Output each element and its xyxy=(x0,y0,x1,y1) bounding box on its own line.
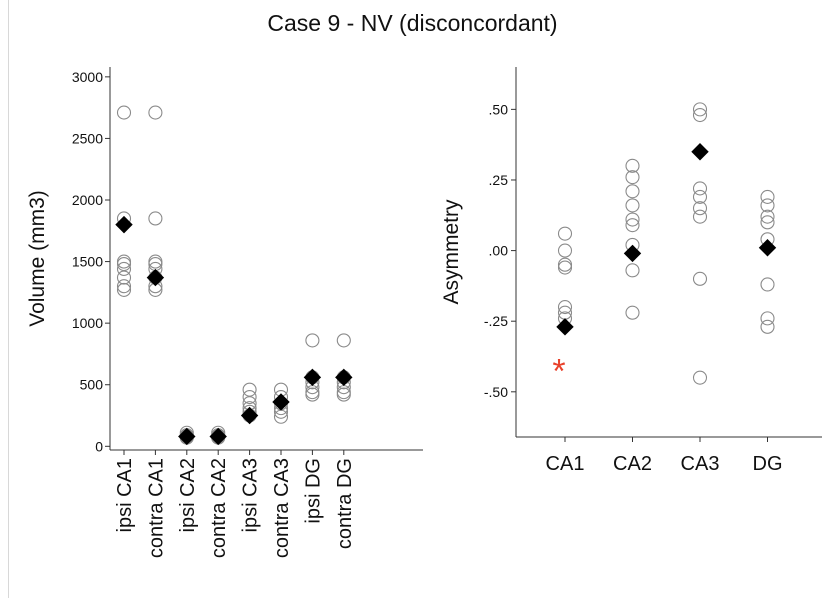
y-tick-label: .50 xyxy=(489,101,509,117)
data-point-circle xyxy=(692,201,708,216)
chart-1: 0 500 1000 1500 2000 2500 3000 Volume (mm3) ipsi… xyxy=(26,67,423,558)
x-category-label: DG xyxy=(753,453,783,475)
x-category-label: contra CA1 xyxy=(145,458,167,558)
x-category-label: ipsi CA2 xyxy=(177,458,199,532)
data-point-diamond xyxy=(178,427,196,446)
y-tick-label: 1000 xyxy=(72,315,103,331)
y-tick-label: 2000 xyxy=(72,192,103,208)
data-point-circle xyxy=(242,382,257,397)
y-tick-label: -.50 xyxy=(484,384,508,400)
x-category-label: ipsi CA3 xyxy=(240,458,262,532)
data-point-diamond xyxy=(335,368,353,387)
x-category-label: ipsi CA1 xyxy=(114,458,136,532)
data-point-circle xyxy=(692,107,708,123)
data-point-circle xyxy=(116,282,132,297)
data-point-circle xyxy=(336,333,351,348)
data-point-circle xyxy=(692,271,708,286)
data-point-circle xyxy=(760,209,775,224)
data-point-circle xyxy=(625,184,640,199)
x-category-label: contra CA3 xyxy=(271,458,293,558)
data-point-circle xyxy=(148,105,163,120)
data-point-circle xyxy=(692,370,708,385)
data-point-circle xyxy=(557,243,573,258)
data-point-circle xyxy=(625,263,640,278)
data-point-circle xyxy=(760,215,775,230)
data-point-circle xyxy=(625,158,640,173)
chart-2: -.50 -.25 .00 .25 .50 Asymmetry CA1 CA2 CA3 DG * xyxy=(440,67,822,475)
y-tick-label: .00 xyxy=(489,243,509,259)
figure-frame xyxy=(8,0,825,598)
y-tick-label: 3000 xyxy=(72,69,103,85)
data-point-circle xyxy=(336,387,351,402)
x-category-label: CA2 xyxy=(613,453,652,475)
data-point-diamond xyxy=(209,427,227,446)
data-point-circle xyxy=(116,270,132,285)
data-point-circle xyxy=(242,389,257,405)
y-tick-label: -.25 xyxy=(484,313,508,329)
significance-asterisk: * xyxy=(552,352,565,390)
data-point-circle xyxy=(557,226,573,241)
y-tick-label: 1500 xyxy=(72,254,103,270)
data-point-circle xyxy=(116,261,132,277)
data-point-circle xyxy=(625,198,640,213)
data-point-diamond xyxy=(623,244,642,263)
x-category-label: ipsi DG xyxy=(302,458,324,524)
y-axis-label: Asymmetry xyxy=(440,199,463,305)
data-point-circle xyxy=(625,170,640,185)
data-point-diamond xyxy=(556,318,574,336)
y-tick-label: 500 xyxy=(80,377,104,393)
data-point-diamond xyxy=(272,393,290,411)
data-point-circle xyxy=(760,189,775,204)
data-point-diamond xyxy=(146,268,165,287)
x-category-label: contra CA2 xyxy=(208,458,230,558)
x-category-label: CA1 xyxy=(546,453,585,475)
data-point-circle xyxy=(557,257,573,272)
data-point-circle xyxy=(625,305,640,320)
data-point-circle xyxy=(557,260,573,275)
data-point-circle xyxy=(692,181,708,196)
data-point-circle xyxy=(625,218,640,233)
x-category-label: contra DG xyxy=(334,458,356,549)
data-point-circle xyxy=(760,198,775,213)
data-point-circle xyxy=(760,319,775,334)
y-tick-label: 2500 xyxy=(72,130,103,146)
data-point-diamond xyxy=(758,239,777,257)
data-point-circle xyxy=(116,279,132,294)
data-point-circle xyxy=(557,305,573,320)
data-point-diamond xyxy=(240,406,259,425)
data-point-diamond xyxy=(303,368,322,387)
data-point-circle xyxy=(692,209,708,224)
data-point-diamond xyxy=(691,143,709,161)
x-category-label: CA3 xyxy=(681,453,720,475)
data-point-circle xyxy=(305,333,320,348)
data-point-circle xyxy=(148,211,163,226)
data-point-circle xyxy=(760,311,775,326)
data-point-circle xyxy=(760,277,775,292)
data-point-circle xyxy=(692,102,708,117)
y-tick-label: .25 xyxy=(489,172,509,188)
data-point-circle xyxy=(692,189,708,204)
y-axis-label: Volume (mm3) xyxy=(26,190,49,327)
chart-title: Case 9 - NV (disconcordant) xyxy=(267,10,558,36)
data-point-circle xyxy=(557,300,573,315)
data-point-circle xyxy=(305,387,320,402)
data-point-circle xyxy=(116,105,132,120)
y-tick-label: 0 xyxy=(95,438,103,454)
data-point-circle xyxy=(625,212,640,227)
data-point-diamond xyxy=(115,215,133,234)
